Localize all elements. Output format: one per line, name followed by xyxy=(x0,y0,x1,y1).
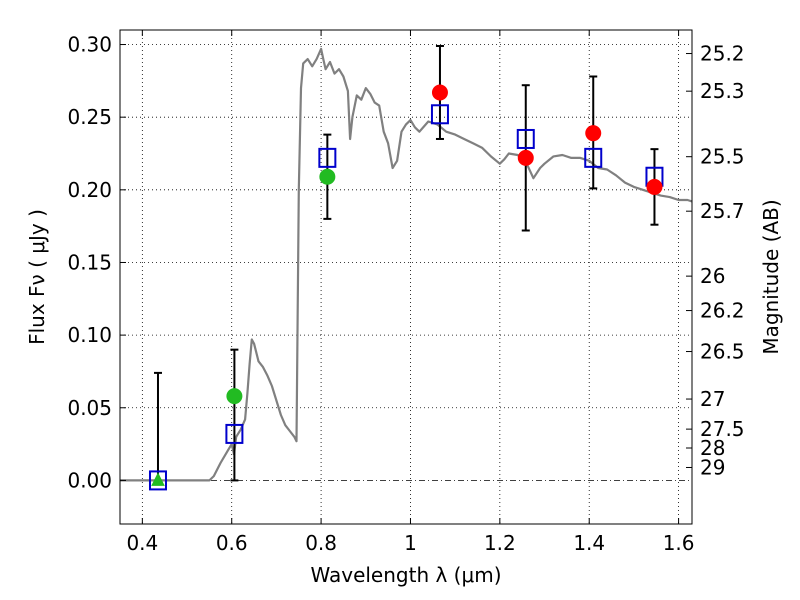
measured-flux-point xyxy=(319,168,336,185)
measured-flux-point xyxy=(517,149,534,166)
x-tick-label: 1.4 xyxy=(573,531,605,555)
right-tick-label: 27 xyxy=(700,387,725,411)
right-tick-label: 26.2 xyxy=(700,299,745,323)
y-tick-label: 0.30 xyxy=(67,33,112,57)
right-tick-label: 27.5 xyxy=(700,417,745,441)
y-tick-label: 0.20 xyxy=(67,178,112,202)
measured-flux-point xyxy=(646,178,663,195)
y-axis-label: Flux Fν ( μJy ) xyxy=(25,209,49,345)
right-tick-label: 25.5 xyxy=(700,145,745,169)
x-tick-label: 1.6 xyxy=(663,531,695,555)
measured-flux-point xyxy=(585,125,602,142)
right-tick-label: 25.7 xyxy=(700,199,745,223)
model-flux-square xyxy=(516,128,535,149)
y-tick-label: 0.15 xyxy=(67,250,112,274)
grid-lines xyxy=(120,30,692,524)
model-spectrum xyxy=(120,47,693,482)
y-tick-labels: 0.00 0.05 0.10 0.15 0.20 0.25 0.30 xyxy=(67,33,112,493)
right-tick-label: 28 xyxy=(700,436,725,460)
x-tick-labels: 0.4 0.6 0.8 1 1.2 1.4 1.6 xyxy=(126,531,694,555)
model-flux-square xyxy=(225,423,244,444)
right-axis-label: Magnitude (AB) xyxy=(759,199,783,354)
x-tick-label: 1 xyxy=(404,531,417,555)
measured-flux-markers xyxy=(151,84,663,486)
y-tick-label: 0.00 xyxy=(67,468,112,492)
axis-ticks xyxy=(120,30,692,524)
plot-frame xyxy=(119,29,693,525)
right-tick-label: 25.2 xyxy=(700,42,745,66)
x-tick-label: 1.2 xyxy=(484,531,516,555)
x-tick-label: 0.6 xyxy=(216,531,248,555)
measured-flux-triangle xyxy=(151,472,165,486)
y-tick-label: 0.10 xyxy=(67,323,112,347)
x-tick-label: 0.4 xyxy=(126,531,158,555)
model-flux-square xyxy=(318,147,337,168)
x-tick-label: 0.8 xyxy=(305,531,337,555)
right-tick-label: 25.3 xyxy=(700,79,745,103)
model-flux-square xyxy=(584,147,603,168)
error-bars xyxy=(153,44,659,482)
right-tick-label: 29 xyxy=(700,455,725,479)
y-tick-label: 0.25 xyxy=(67,105,112,129)
x-axis-label: Wavelength λ (μm) xyxy=(310,563,501,587)
model-bandpass-markers xyxy=(148,104,664,491)
measured-flux-point xyxy=(431,84,448,101)
measured-flux-point xyxy=(226,388,243,405)
right-tick-label: 26.5 xyxy=(700,340,745,364)
model-spectrum-line xyxy=(120,47,693,482)
model-flux-square xyxy=(148,470,167,491)
model-flux-square xyxy=(430,104,449,125)
y-tick-label: 0.05 xyxy=(67,396,112,420)
right-tick-label: 26 xyxy=(700,264,725,288)
